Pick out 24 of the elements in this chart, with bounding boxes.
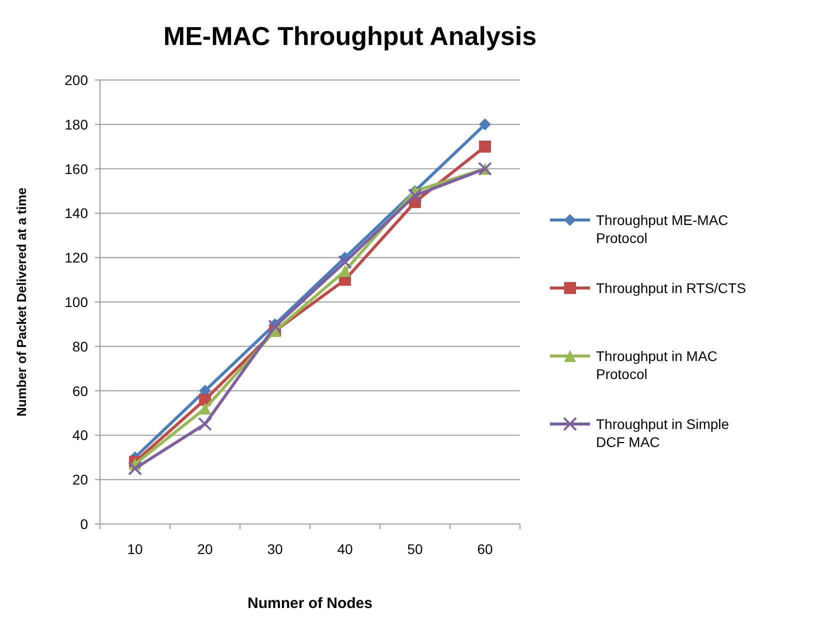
y-tick-label: 160	[64, 160, 88, 177]
y-tick-label: 20	[72, 472, 88, 488]
legend-label: Throughput ME-MAC Protocol	[596, 212, 728, 246]
x-tick-label: 50	[407, 541, 423, 557]
legend-label: Throughput in Simple DCF MAC	[596, 416, 730, 450]
y-axis-title: Number of Packet Delivered at a time	[14, 187, 29, 417]
x-tick-label: 30	[267, 541, 283, 557]
y-tick-label: 200	[64, 72, 88, 88]
y-tick-label: 100	[64, 294, 88, 310]
x-axis-title: Numner of Nodes	[247, 595, 373, 612]
x-tick-label: 60	[477, 541, 493, 557]
y-tick-label: 80	[72, 338, 88, 354]
chart-title: ME-MAC Throughput Analysis	[163, 21, 537, 51]
legend-label: Throughput in RTS/CTS	[596, 280, 746, 296]
legend-label: Throughput in MAC Protocol	[596, 348, 718, 382]
y-tick-label: 0	[80, 516, 88, 532]
y-tick-label: 140	[64, 205, 88, 222]
x-tick-label: 10	[127, 541, 143, 557]
y-tick-label: 60	[72, 382, 88, 399]
y-tick-label: 120	[64, 250, 88, 266]
y-tick-label: 180	[64, 116, 88, 132]
y-tick-label: 40	[72, 427, 88, 444]
x-tick-label: 40	[337, 541, 353, 557]
x-tick-label: 20	[197, 541, 213, 557]
